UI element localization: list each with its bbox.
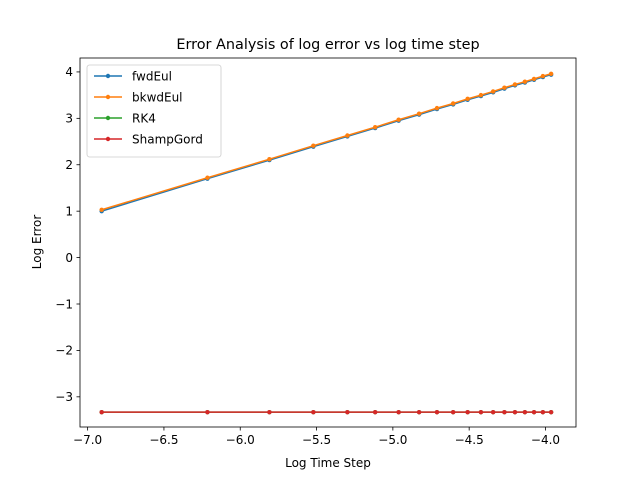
data-point-ShampGord — [490, 409, 496, 415]
data-point-bkwdEul — [522, 79, 528, 84]
data-point-bkwdEul — [345, 133, 350, 138]
data-point-bkwdEul — [311, 143, 316, 148]
y-axis-label: Log Error — [30, 215, 44, 270]
y-tick-label: 1 — [65, 204, 73, 218]
data-point-ShampGord — [416, 409, 422, 415]
x-tick-label: −4.0 — [531, 433, 560, 447]
y-tick-label: −3 — [55, 390, 73, 404]
data-point-ShampGord — [478, 409, 484, 415]
data-point-ShampGord — [465, 409, 470, 415]
data-point-ShampGord — [99, 409, 104, 415]
data-point-ShampGord — [531, 409, 537, 415]
chart-title: Error Analysis of log error vs log time … — [176, 37, 479, 53]
x-axis-ticks: −7.0 −6.5 −6.0 −5.5 −5.0 −4.5 −4.0 — [73, 427, 560, 447]
data-point-bkwdEul — [267, 156, 272, 162]
data-point-ShampGord — [502, 409, 507, 415]
data-point-ShampGord — [267, 409, 272, 415]
axes-frame — [79, 57, 577, 428]
data-point-ShampGord — [548, 409, 554, 415]
y-tick-label: −1 — [55, 297, 73, 311]
legend-label-bkwdEul: bkwdEul — [132, 90, 183, 104]
data-point-bkwdEul — [540, 73, 546, 79]
data-point-ShampGord — [396, 409, 401, 415]
legend-marker-RK4 — [105, 115, 111, 121]
legend-label-ShampGord: ShampGord — [132, 132, 203, 146]
x-tick-label: −6.5 — [149, 433, 178, 447]
y-tick-label: 4 — [65, 65, 73, 79]
legend-marker-ShampGord — [105, 136, 111, 142]
legend-box — [86, 64, 222, 158]
legend: fwdEul bkwdEul RK4 ShampGord — [86, 64, 222, 158]
data-point-bkwdEul — [205, 175, 210, 180]
data-point-bkwdEul — [416, 111, 422, 116]
legend-label-RK4: RK4 — [132, 111, 156, 125]
x-axis-label: Log Time Step — [285, 456, 371, 470]
x-tick-label: −7.0 — [73, 433, 102, 447]
data-point-ShampGord — [522, 409, 528, 415]
y-axis-ticks: −3 −2 −1 0 1 2 3 4 — [55, 65, 80, 404]
x-tick-label: −4.5 — [455, 433, 484, 447]
y-tick-label: −2 — [55, 344, 73, 358]
legend-label-fwdEul: fwdEul — [132, 69, 172, 83]
data-point-bkwdEul — [548, 71, 554, 76]
data-point-bkwdEul — [465, 96, 470, 102]
y-tick-label: 0 — [65, 251, 73, 265]
x-tick-label: −5.0 — [378, 433, 407, 447]
x-tick-label: −5.5 — [302, 433, 331, 447]
y-tick-label: 2 — [65, 158, 73, 172]
data-point-ShampGord — [540, 409, 546, 415]
data-point-ShampGord — [434, 409, 440, 415]
data-point-bkwdEul — [99, 207, 104, 212]
data-point-bkwdEul — [531, 76, 537, 82]
data-point-ShampGord — [372, 409, 378, 415]
data-point-bkwdEul — [372, 124, 378, 130]
x-tick-label: −6.0 — [226, 433, 255, 447]
data-point-ShampGord — [205, 409, 210, 415]
data-point-bkwdEul — [478, 92, 484, 98]
y-tick-label: 3 — [65, 112, 73, 126]
legend-marker-bkwdEul — [105, 94, 111, 100]
data-point-ShampGord — [450, 409, 456, 415]
plot-area — [79, 57, 577, 428]
data-point-bkwdEul — [450, 101, 456, 106]
legend-marker-fwdEul — [105, 73, 111, 79]
data-point-bkwdEul — [434, 105, 440, 111]
data-point-ShampGord — [311, 409, 316, 415]
data-point-ShampGord — [512, 409, 518, 415]
data-point-ShampGord — [345, 409, 350, 415]
data-point-bkwdEul — [512, 82, 518, 87]
data-point-bkwdEul — [502, 85, 507, 90]
data-point-bkwdEul — [396, 117, 401, 122]
data-point-bkwdEul — [490, 89, 496, 94]
